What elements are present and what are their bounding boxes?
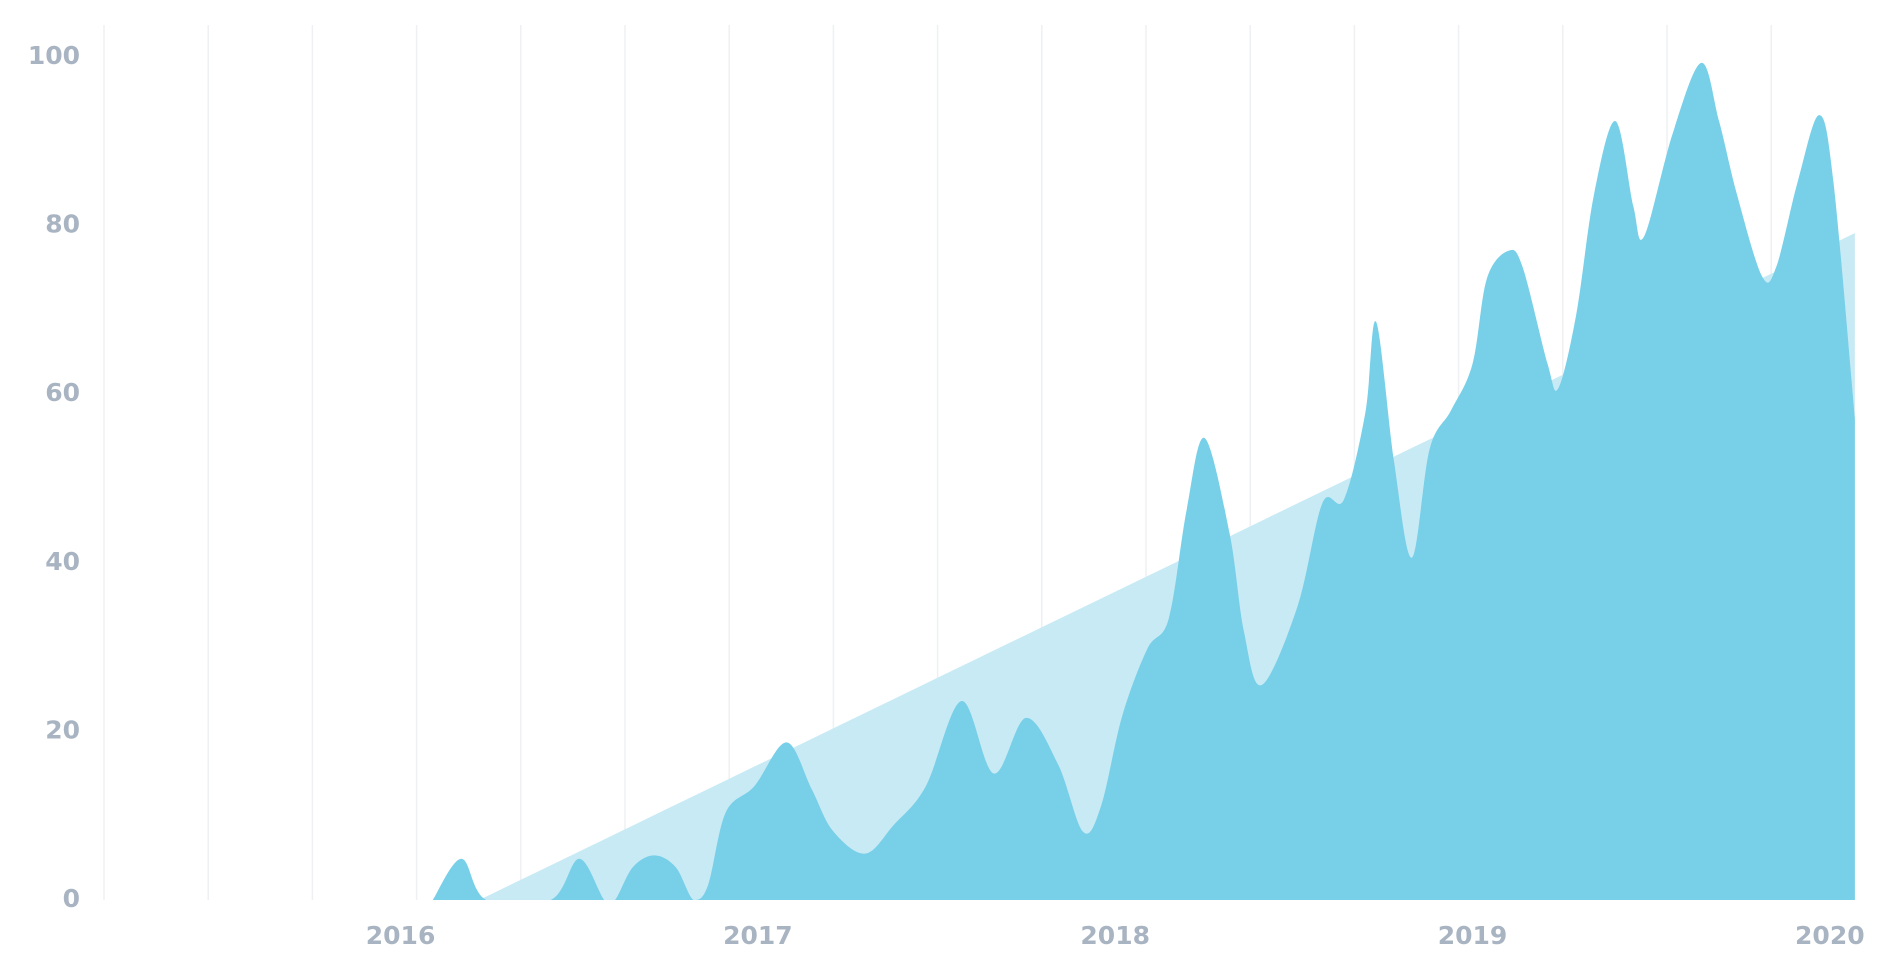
- y-tick-label: 20: [45, 715, 80, 744]
- y-tick-label: 100: [28, 41, 80, 70]
- y-tick-label: 60: [45, 378, 80, 407]
- x-tick-label: 2020: [1795, 921, 1865, 950]
- x-tick-label: 2017: [723, 921, 793, 950]
- x-tick-label: 2016: [366, 921, 436, 950]
- x-tick-label: 2019: [1438, 921, 1508, 950]
- y-tick-label: 80: [45, 210, 80, 239]
- area: [432, 62, 1855, 901]
- y-tick-label: 0: [63, 884, 80, 913]
- x-tick-label: 2018: [1080, 921, 1150, 950]
- y-tick-label: 40: [45, 547, 80, 576]
